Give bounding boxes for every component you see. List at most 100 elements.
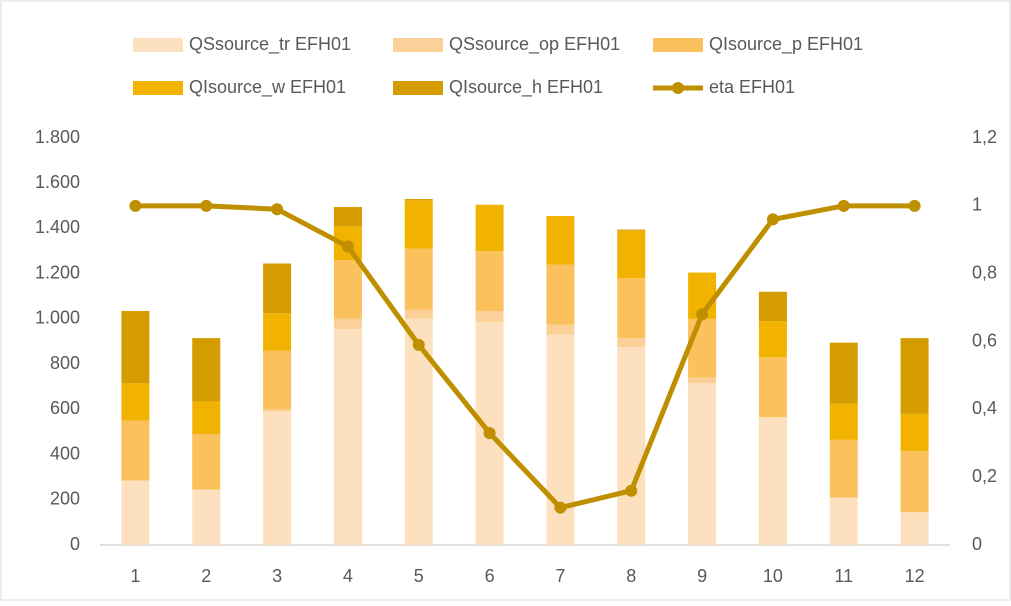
bar-segment	[758, 291, 787, 322]
line-marker	[696, 308, 709, 321]
y2-tick-label: 0	[972, 534, 982, 554]
bar-segment	[121, 383, 150, 421]
bar-segment	[121, 480, 150, 545]
bar-segment	[263, 313, 292, 351]
x-tick-label: 10	[763, 566, 783, 586]
y-tick-label: 1.600	[35, 172, 80, 192]
bar-segment	[617, 347, 646, 545]
line-marker	[271, 203, 284, 216]
bar-segment	[404, 318, 433, 545]
legend-label: QSsource_op EFH01	[449, 34, 620, 55]
x-tick-label: 8	[626, 566, 636, 586]
legend-swatch	[393, 81, 443, 95]
y-tick-label: 600	[50, 398, 80, 418]
legend-swatch	[653, 38, 703, 52]
bar-segment	[900, 512, 929, 545]
y2-tick-label: 0,2	[972, 466, 997, 486]
legend-swatch	[393, 38, 443, 52]
bar-segment	[475, 310, 504, 323]
y-tick-label: 1.800	[35, 127, 80, 147]
y2-tick-label: 0,8	[972, 262, 997, 282]
bar-segment	[829, 439, 858, 498]
bar-segment	[192, 489, 221, 545]
y-tick-label: 1.400	[35, 217, 80, 237]
bar-segment	[688, 318, 717, 378]
legend-label: QIsource_w EFH01	[189, 77, 346, 98]
line-marker	[129, 199, 142, 212]
bar-segment	[617, 229, 646, 231]
x-tick-label: 9	[697, 566, 707, 586]
line-marker	[200, 199, 213, 212]
bar-segment	[688, 383, 717, 545]
x-tick-label: 1	[130, 566, 140, 586]
bar-segment	[475, 251, 504, 311]
y2-tick-label: 1	[972, 195, 982, 215]
line-marker	[554, 501, 567, 514]
bar-segment	[121, 310, 150, 384]
line-marker	[837, 199, 850, 212]
bar-segment	[546, 264, 575, 325]
bar-segment	[404, 248, 433, 310]
x-tick-label: 4	[343, 566, 353, 586]
x-tick-label: 7	[555, 566, 565, 586]
x-tick-label: 2	[201, 566, 211, 586]
bar-segment	[900, 451, 929, 513]
bar-segment	[192, 401, 221, 435]
x-tick-label: 5	[414, 566, 424, 586]
bar-segment	[333, 206, 362, 227]
y2-tick-label: 1,2	[972, 127, 997, 147]
legend-label: QSsource_tr EFH01	[189, 34, 351, 55]
y-tick-label: 0	[70, 534, 80, 554]
y-tick-label: 1.000	[35, 308, 80, 328]
bar-segment	[617, 278, 646, 339]
bar-segment	[263, 350, 292, 410]
y2-tick-label: 0,6	[972, 330, 997, 350]
x-tick-label: 11	[834, 566, 853, 586]
bar-segment	[263, 409, 292, 412]
bar-segment	[333, 329, 362, 545]
y-tick-label: 1.200	[35, 262, 80, 282]
bar-segment	[758, 417, 787, 545]
bar-segment	[829, 497, 858, 545]
line-marker	[908, 199, 921, 212]
bar-segment	[263, 411, 292, 545]
x-tick-label: 6	[485, 566, 495, 586]
x-tick-label: 3	[272, 566, 282, 586]
bar-segment	[475, 204, 504, 252]
line-marker	[625, 484, 638, 497]
bar-segment	[404, 199, 433, 201]
bar-segment	[333, 260, 362, 319]
y-tick-label: 800	[50, 353, 80, 373]
x-tick-label: 12	[905, 566, 925, 586]
bar-segment	[688, 377, 717, 384]
bar-segment	[121, 420, 150, 481]
legend-label: QIsource_h EFH01	[449, 77, 603, 98]
y2-tick-label: 0,4	[972, 398, 997, 418]
y-tick-label: 200	[50, 489, 80, 509]
legend-swatch	[133, 38, 183, 52]
bar-segment	[758, 321, 787, 358]
bar-segment	[829, 403, 858, 440]
bar-segment	[546, 216, 575, 265]
line-marker	[483, 427, 496, 440]
bar-segment	[192, 434, 221, 490]
legend-label: eta EFH01	[709, 77, 795, 97]
legend-label: QIsource_p EFH01	[709, 34, 863, 55]
line-marker	[341, 240, 354, 253]
bar-segment	[404, 200, 433, 249]
bar-segment	[900, 338, 929, 414]
bar-segment	[404, 309, 433, 319]
bar-segment	[263, 263, 292, 314]
bar-segment	[617, 338, 646, 348]
line-marker	[766, 213, 779, 226]
legend-swatch-marker	[672, 82, 684, 94]
bar-segment	[829, 342, 858, 404]
bar-segment	[333, 318, 362, 330]
line	[135, 203, 915, 511]
legend-swatch	[133, 81, 183, 95]
bar-segment	[617, 230, 646, 279]
bar-segment	[192, 338, 221, 402]
bar-segment	[900, 413, 929, 452]
line-marker	[412, 338, 425, 351]
